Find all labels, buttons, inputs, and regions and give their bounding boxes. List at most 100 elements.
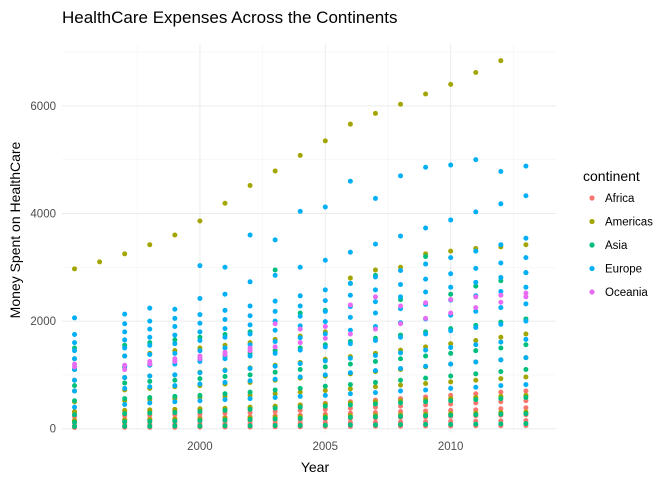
point-asia bbox=[72, 424, 78, 430]
point-europe bbox=[72, 315, 78, 321]
point-europe bbox=[172, 306, 178, 312]
point-oceania bbox=[247, 345, 253, 351]
point-oceania bbox=[473, 294, 479, 300]
point-asia bbox=[398, 422, 404, 428]
point-europe bbox=[347, 327, 353, 333]
point-europe bbox=[247, 331, 253, 337]
point-europe bbox=[147, 318, 153, 324]
point-asia bbox=[72, 419, 78, 425]
point-europe bbox=[222, 291, 228, 297]
point-europe bbox=[247, 313, 253, 319]
point-oceania bbox=[423, 315, 429, 321]
x-axis-ticks: 2000 2005 2010 bbox=[187, 441, 463, 453]
point-europe bbox=[347, 314, 353, 320]
point-asia bbox=[498, 411, 504, 417]
point-africa bbox=[498, 389, 504, 395]
point-asia bbox=[498, 369, 504, 375]
point-asia bbox=[347, 402, 353, 408]
point-americas bbox=[322, 138, 328, 144]
point-asia bbox=[147, 410, 153, 416]
point-asia bbox=[297, 422, 303, 428]
point-europe bbox=[372, 390, 378, 396]
grid bbox=[62, 44, 556, 433]
point-asia bbox=[222, 407, 228, 413]
point-europe bbox=[197, 320, 203, 326]
point-europe bbox=[197, 329, 203, 335]
point-europe bbox=[398, 268, 404, 274]
point-americas bbox=[473, 70, 479, 76]
point-asia bbox=[72, 398, 78, 404]
legend-label-oceania: Oceania bbox=[605, 287, 648, 299]
data-points bbox=[72, 58, 529, 431]
point-americas bbox=[247, 183, 253, 188]
point-asia bbox=[423, 399, 429, 405]
legend-key-oceania bbox=[589, 289, 595, 295]
point-europe bbox=[322, 331, 328, 337]
point-asia bbox=[523, 367, 529, 373]
point-asia bbox=[372, 379, 378, 385]
point-europe bbox=[72, 332, 78, 338]
legend-label-asia: Asia bbox=[605, 240, 628, 252]
legend-label-europe: Europe bbox=[605, 264, 642, 276]
point-europe bbox=[523, 270, 529, 276]
point-europe bbox=[172, 372, 178, 378]
point-europe bbox=[272, 394, 278, 400]
point-europe bbox=[172, 350, 178, 356]
point-europe bbox=[72, 340, 78, 346]
point-europe bbox=[272, 350, 278, 356]
point-europe bbox=[473, 342, 479, 348]
point-europe bbox=[423, 387, 429, 393]
point-europe bbox=[423, 276, 429, 282]
point-asia bbox=[448, 398, 454, 404]
point-europe bbox=[297, 393, 303, 399]
point-asia bbox=[172, 418, 178, 424]
point-asia bbox=[172, 410, 178, 416]
point-europe bbox=[322, 204, 328, 210]
point-europe bbox=[347, 391, 353, 397]
point-oceania bbox=[398, 303, 404, 309]
point-asia bbox=[473, 412, 479, 418]
point-europe bbox=[72, 404, 78, 410]
point-europe bbox=[272, 327, 278, 333]
point-europe bbox=[297, 208, 303, 214]
point-europe bbox=[347, 249, 353, 255]
point-americas bbox=[297, 389, 303, 395]
point-europe bbox=[297, 374, 303, 380]
point-europe bbox=[523, 284, 529, 290]
point-europe bbox=[197, 348, 203, 354]
point-europe bbox=[523, 193, 529, 199]
point-asia bbox=[473, 371, 479, 377]
x-tick-label: 2005 bbox=[313, 441, 339, 453]
point-europe bbox=[523, 318, 529, 324]
point-europe bbox=[498, 321, 504, 327]
point-europe bbox=[523, 235, 529, 241]
point-americas bbox=[297, 152, 303, 158]
point-asia bbox=[523, 342, 529, 348]
point-europe bbox=[423, 261, 429, 267]
point-europe bbox=[297, 303, 303, 309]
point-europe bbox=[372, 337, 378, 343]
point-europe bbox=[448, 271, 454, 277]
point-europe bbox=[147, 334, 153, 340]
point-asia bbox=[122, 396, 128, 402]
point-europe bbox=[147, 342, 153, 348]
point-asia bbox=[372, 358, 378, 364]
point-europe bbox=[347, 355, 353, 361]
point-asia bbox=[247, 406, 253, 412]
point-europe bbox=[222, 307, 228, 313]
point-oceania bbox=[423, 300, 429, 306]
point-europe bbox=[172, 332, 178, 338]
point-africa bbox=[498, 406, 504, 412]
point-americas bbox=[523, 331, 529, 337]
point-europe bbox=[423, 347, 429, 353]
point-europe bbox=[322, 372, 328, 378]
point-asia bbox=[172, 423, 178, 429]
point-asia bbox=[197, 423, 203, 429]
point-europe bbox=[473, 157, 479, 163]
point-asia bbox=[172, 377, 178, 383]
point-oceania bbox=[197, 353, 203, 359]
point-asia bbox=[347, 422, 353, 428]
point-asia bbox=[197, 376, 203, 382]
point-europe bbox=[147, 305, 153, 311]
point-asia bbox=[322, 422, 328, 428]
